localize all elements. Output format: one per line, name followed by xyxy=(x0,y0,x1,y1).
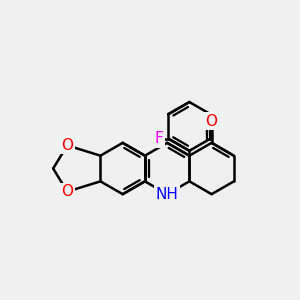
Text: NH: NH xyxy=(156,187,178,202)
Text: F: F xyxy=(155,131,164,146)
Text: O: O xyxy=(61,138,73,153)
Text: O: O xyxy=(61,184,73,199)
Text: O: O xyxy=(206,113,218,128)
